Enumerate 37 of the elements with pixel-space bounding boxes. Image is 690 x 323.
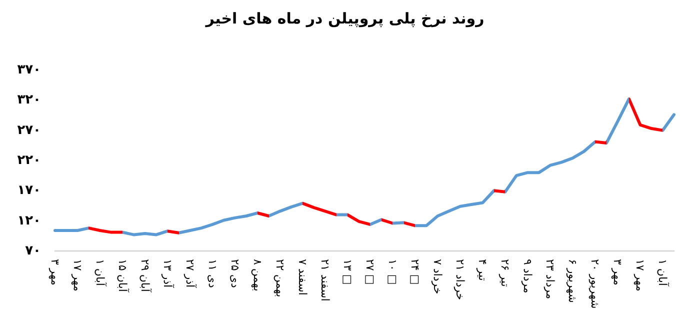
x-tick-label: ۳ مهر xyxy=(48,259,62,286)
x-tick-label: ۲۷ □ xyxy=(364,259,377,285)
x-tick-label: ۱۷ مهر xyxy=(71,259,84,292)
x-tick-label: ۲۱ اسفند xyxy=(318,259,332,302)
y-tick-label: ۲۲۰ xyxy=(17,153,41,168)
x-tick-label: ۲۷ آذر xyxy=(184,259,198,289)
x-tick-label: ۷ خرداد xyxy=(431,259,444,294)
x-tick-label: ۲۳ مرداد xyxy=(544,259,557,300)
x-tick-label: ۱۳ □ xyxy=(341,259,354,285)
x-tick-label: ۱ آبان xyxy=(656,259,670,287)
chart-title: روند نرخ پلی پروپیلن در ماه های اخیر xyxy=(204,10,484,28)
x-tick-label: ۳ مهر xyxy=(611,259,624,286)
line-series xyxy=(54,97,676,236)
x-tick-label: ۲۲ بهمن xyxy=(274,259,287,298)
x-tick-label: ۷ اسفند xyxy=(296,259,310,296)
x-tick-label: ۲۰ شهریور xyxy=(588,259,602,309)
x-tick-label: ۱۵ آبان xyxy=(116,259,130,293)
y-tick-label: ۳۷۰ xyxy=(17,62,41,78)
x-tick-label: ۱۰ □ xyxy=(386,259,400,285)
x-tick-label: ۲۹ آبان xyxy=(138,259,153,293)
y-tick-label: ۲۷۰ xyxy=(17,122,41,138)
x-tick-label: ۱۳ آذر xyxy=(161,259,176,289)
x-tick-label: ۱ آبان xyxy=(94,259,108,287)
x-tick-label: ۹ مرداد xyxy=(521,259,534,294)
x-tick-label: ۸ بهمن xyxy=(251,259,264,292)
x-tick-label: ۲۴ □ xyxy=(408,259,422,285)
x-tick-label: ۲۶ تیر xyxy=(498,259,512,287)
y-tick-label: ۱۷۰ xyxy=(17,183,41,198)
y-tick-label: ۳۲۰ xyxy=(17,92,41,108)
x-tick-label: ۲۱ خرداد xyxy=(454,259,467,300)
x-tick-label: ۴ تیر xyxy=(476,259,490,281)
x-tick-label: ۱۱ دی xyxy=(206,259,220,288)
x-tick-label: ۱۷ مهر xyxy=(634,259,647,292)
x-tick-label: ۲۵ دی xyxy=(228,259,242,288)
x-tick-label: ۶ شهریور xyxy=(566,259,580,303)
y-tick-label: ۷۰ xyxy=(25,244,41,258)
y-tick-label: ۱۲۰ xyxy=(17,213,41,228)
